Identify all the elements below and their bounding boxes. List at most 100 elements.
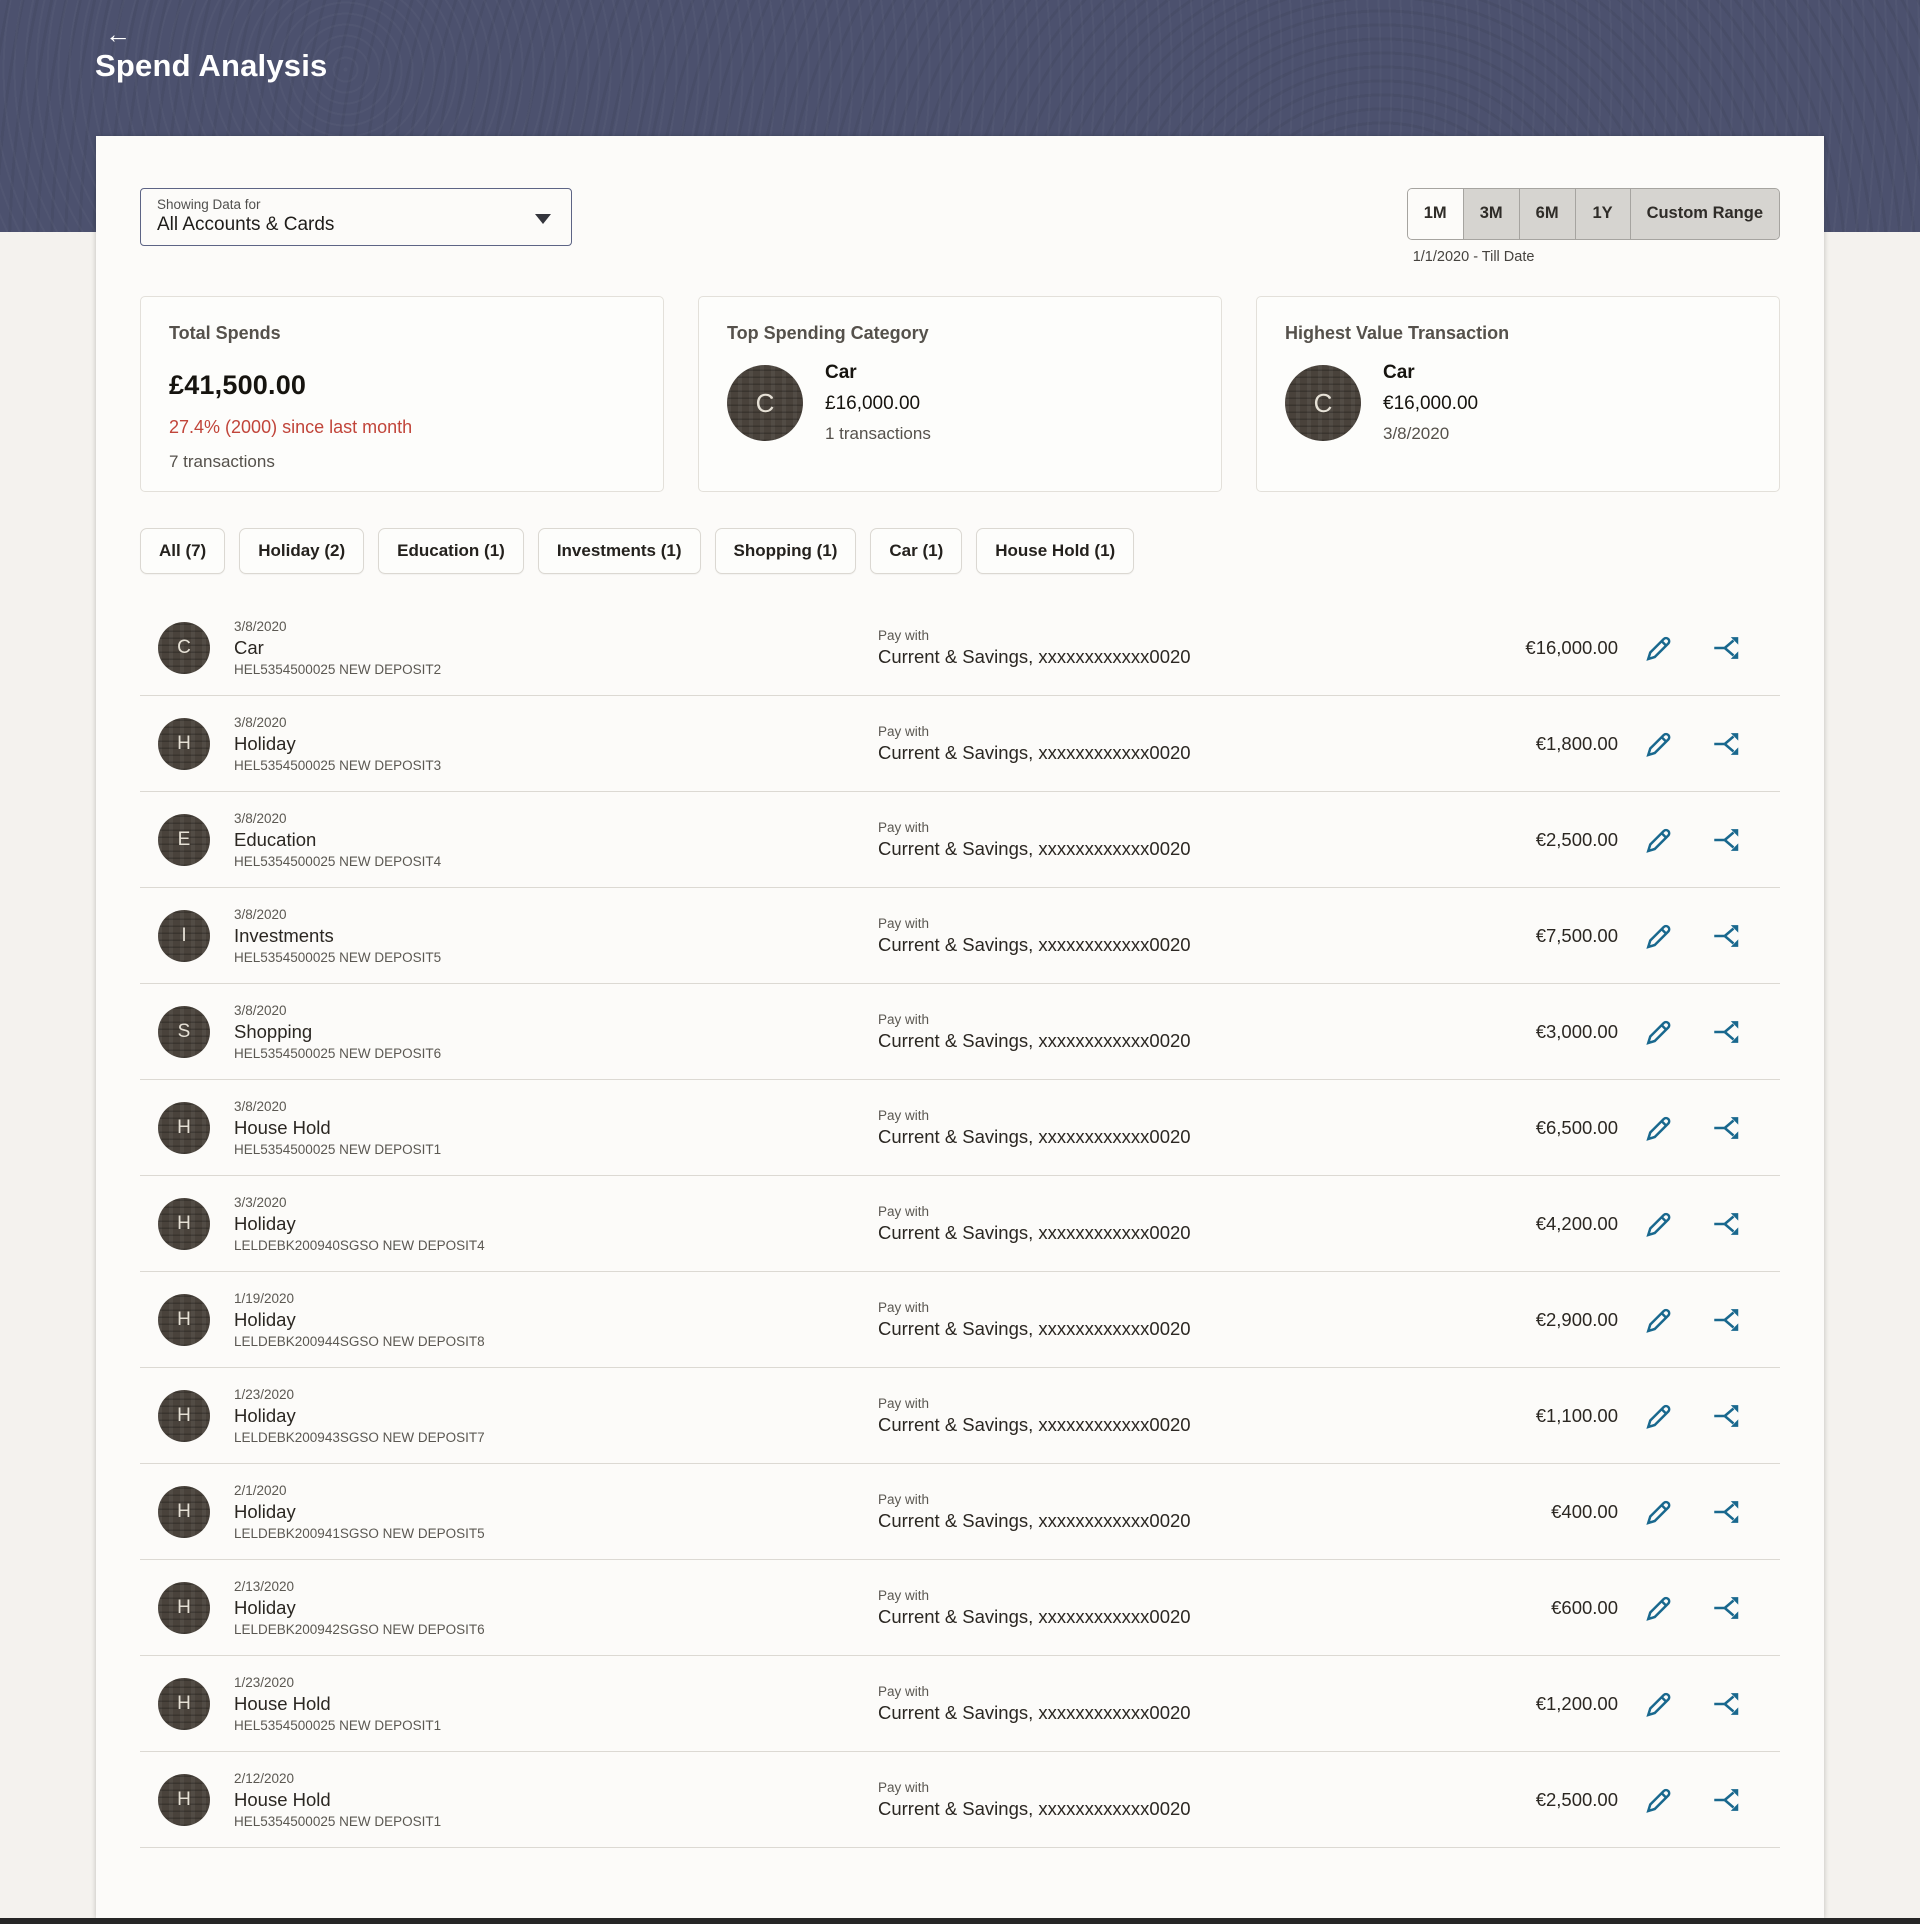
summary-card-top-category: Top Spending Category C Car £16,000.00 1…	[698, 296, 1222, 492]
transaction-row: H 2/1/2020 Holiday LELDEBK200941SGSO NEW…	[140, 1464, 1780, 1560]
category-tab[interactable]: House Hold (1)	[976, 528, 1135, 574]
range-caption: 1/1/2020 - Till Date	[1412, 249, 1535, 265]
top-category-info: Car £16,000.00 1 transactions	[825, 362, 931, 444]
category-tab[interactable]: Holiday (2)	[239, 528, 365, 574]
row-avatar: H	[158, 1197, 210, 1250]
time-range-button[interactable]: Custom Range	[1629, 189, 1779, 239]
summary-card-highest-transaction: Highest Value Transaction C Car €16,000.…	[1256, 296, 1780, 492]
category-tabs-row: All (7) Holiday (2) Education (1) Invest…	[140, 528, 1780, 574]
edit-transaction-button[interactable]	[1642, 1495, 1676, 1529]
time-range-button[interactable]: 1Y	[1574, 189, 1630, 239]
edit-transaction-button[interactable]	[1642, 1111, 1676, 1145]
transaction-row: H 1/23/2020 House Hold HEL5354500025 NEW…	[140, 1656, 1780, 1752]
time-range-button[interactable]: 6M	[1518, 189, 1575, 239]
time-range-button[interactable]: 3M	[1462, 189, 1519, 239]
row-reference: HEL5354500025 NEW DEPOSIT5	[234, 949, 442, 965]
row-avatar-initial: H	[177, 1116, 191, 1138]
account-selector[interactable]: Showing Data for All Accounts & Cards	[140, 188, 572, 246]
top-category-count: 1 transactions	[825, 424, 931, 443]
top-category-name: Car	[825, 362, 857, 383]
category-tab[interactable]: Shopping (1)	[714, 528, 857, 574]
row-main: 3/8/2020 Holiday HEL5354500025 NEW DEPOS…	[234, 715, 854, 773]
tab-label: All (7)	[159, 541, 207, 560]
pencil-icon	[1646, 1788, 1671, 1813]
edit-transaction-button[interactable]	[1642, 1687, 1676, 1721]
category-tab[interactable]: Car (1)	[870, 528, 963, 574]
split-share-icon	[1714, 1692, 1739, 1715]
edit-transaction-button[interactable]	[1642, 1591, 1676, 1625]
share-transaction-button[interactable]	[1710, 1687, 1744, 1721]
pay-with-label: Pay with	[878, 1107, 930, 1123]
pencil-icon	[1646, 732, 1671, 757]
row-avatar-initial: H	[177, 1500, 191, 1522]
edit-transaction-button[interactable]	[1642, 727, 1676, 761]
edit-transaction-button[interactable]	[1642, 631, 1676, 665]
share-transaction-button[interactable]	[1710, 1111, 1744, 1145]
edit-transaction-button[interactable]	[1642, 1207, 1676, 1241]
back-icon[interactable]: ←	[105, 19, 131, 49]
category-tab[interactable]: All (7)	[140, 528, 226, 574]
time-range-label: 3M	[1479, 204, 1503, 222]
total-spends-amount: £41,500.00	[169, 370, 307, 400]
range-block: 1M 3M 6M 1Y Custom Range 1/1/2020 - Till…	[1406, 188, 1780, 265]
transaction-row: H 3/8/2020 Holiday HEL5354500025 NEW DEP…	[140, 696, 1780, 792]
share-transaction-button[interactable]	[1710, 1399, 1744, 1433]
pencil-icon	[1646, 1116, 1671, 1141]
total-spends-change: 27.4% (2000) since last month	[169, 417, 413, 437]
highest-transaction-name: Car	[1383, 362, 1415, 383]
controls-row: Showing Data for All Accounts & Cards 1M…	[140, 188, 1780, 266]
share-transaction-button[interactable]	[1710, 1207, 1744, 1241]
category-tab[interactable]: Education (1)	[378, 528, 524, 574]
transaction-row: H 2/13/2020 Holiday LELDEBK200942SGSO NE…	[140, 1560, 1780, 1656]
transaction-row: S 3/8/2020 Shopping HEL5354500025 NEW DE…	[140, 984, 1780, 1080]
row-amount: €1,200.00	[1535, 1692, 1618, 1714]
share-transaction-button[interactable]	[1710, 727, 1744, 761]
row-amount: €2,500.00	[1535, 1788, 1618, 1810]
page-title: Spend Analysis	[95, 48, 328, 83]
split-share-icon	[1714, 924, 1739, 947]
edit-transaction-button[interactable]	[1642, 1399, 1676, 1433]
time-range-button[interactable]: 1M	[1407, 189, 1463, 239]
edit-transaction-button[interactable]	[1642, 919, 1676, 953]
row-avatar-initial: H	[177, 732, 191, 754]
row-avatar: H	[158, 1485, 210, 1538]
share-transaction-button[interactable]	[1710, 1783, 1744, 1817]
row-amount: €4,200.00	[1535, 1212, 1618, 1234]
row-main: 3/8/2020 Shopping HEL5354500025 NEW DEPO…	[234, 1003, 854, 1061]
pay-with-label: Pay with	[878, 1683, 930, 1699]
row-payment: Pay with Current & Savings, xxxxxxxxxxxx…	[878, 916, 1308, 956]
share-transaction-button[interactable]	[1710, 1591, 1744, 1625]
share-transaction-button[interactable]	[1710, 1303, 1744, 1337]
row-date: 3/8/2020	[234, 714, 287, 730]
row-amount: €7,500.00	[1535, 924, 1618, 946]
row-category: Holiday	[234, 1404, 296, 1426]
split-share-icon	[1714, 1116, 1739, 1139]
share-transaction-button[interactable]	[1710, 1495, 1744, 1529]
row-reference: HEL5354500025 NEW DEPOSIT1	[234, 1813, 442, 1829]
pencil-icon	[1646, 924, 1671, 949]
row-date: 3/8/2020	[234, 1098, 287, 1114]
category-tab[interactable]: Investments (1)	[537, 528, 701, 574]
edit-transaction-button[interactable]	[1642, 1303, 1676, 1337]
edit-transaction-button[interactable]	[1642, 823, 1676, 857]
split-share-icon	[1714, 1020, 1739, 1043]
pay-with-label: Pay with	[878, 1587, 930, 1603]
share-transaction-button[interactable]	[1710, 919, 1744, 953]
row-amount: €3,000.00	[1535, 1020, 1618, 1042]
edit-transaction-button[interactable]	[1642, 1783, 1676, 1817]
pay-with-label: Pay with	[878, 1203, 930, 1219]
share-transaction-button[interactable]	[1710, 631, 1744, 665]
row-avatar-initial: C	[177, 636, 191, 658]
row-category: Holiday	[234, 1596, 296, 1618]
share-transaction-button[interactable]	[1710, 823, 1744, 857]
pay-with-label: Pay with	[878, 723, 930, 739]
row-category: Holiday	[234, 1212, 296, 1234]
transaction-row: H 1/19/2020 Holiday LELDEBK200944SGSO NE…	[140, 1272, 1780, 1368]
transaction-row: I 3/8/2020 Investments HEL5354500025 NEW…	[140, 888, 1780, 984]
row-main: 3/8/2020 Investments HEL5354500025 NEW D…	[234, 907, 854, 965]
row-date: 3/3/2020	[234, 1194, 287, 1210]
row-date: 1/19/2020	[234, 1290, 295, 1306]
row-reference: HEL5354500025 NEW DEPOSIT4	[234, 853, 442, 869]
edit-transaction-button[interactable]	[1642, 1015, 1676, 1049]
share-transaction-button[interactable]	[1710, 1015, 1744, 1049]
